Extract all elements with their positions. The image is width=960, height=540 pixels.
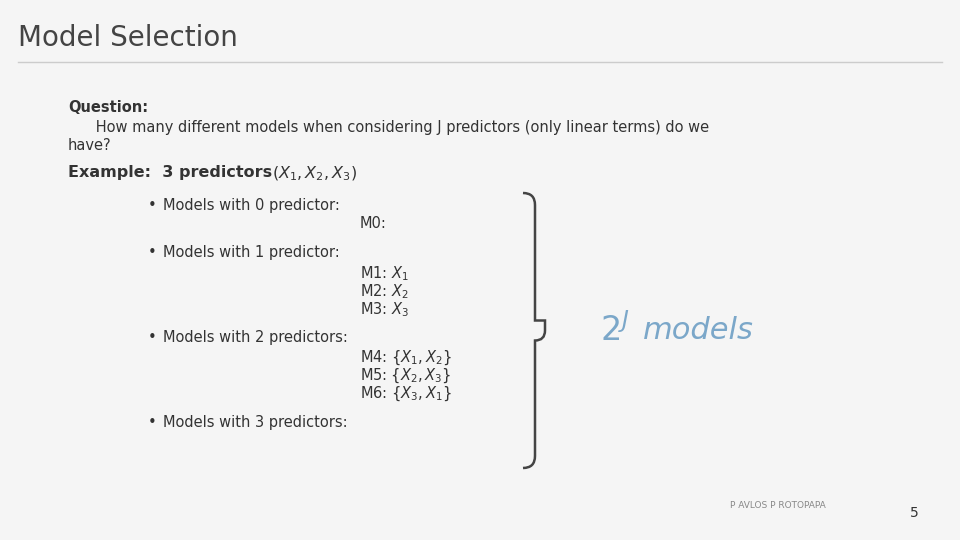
- Text: •: •: [148, 330, 156, 345]
- Text: How many different models when considering J predictors (only linear terms) do w: How many different models when consideri…: [68, 120, 709, 135]
- Text: Models with 3 predictors:: Models with 3 predictors:: [163, 415, 348, 430]
- Text: Model Selection: Model Selection: [18, 24, 238, 52]
- Text: M4: $\{X_1, X_2\}$: M4: $\{X_1, X_2\}$: [360, 349, 452, 367]
- Text: Models with 0 predictor:: Models with 0 predictor:: [163, 198, 340, 213]
- Text: M2: $X_2$: M2: $X_2$: [360, 282, 409, 301]
- Text: $(X_1, X_2, X_3)$: $(X_1, X_2, X_3)$: [272, 165, 357, 184]
- Text: Question:: Question:: [68, 100, 148, 115]
- Text: Models with 2 predictors:: Models with 2 predictors:: [163, 330, 348, 345]
- Text: M1: $X_1$: M1: $X_1$: [360, 264, 409, 283]
- Text: •: •: [148, 415, 156, 430]
- Text: 5: 5: [910, 506, 919, 520]
- Text: •: •: [148, 198, 156, 213]
- Text: Example:  3 predictors: Example: 3 predictors: [68, 165, 277, 180]
- Text: M6: $\{X_3, X_1\}$: M6: $\{X_3, X_1\}$: [360, 385, 452, 403]
- Text: P AVLOS P ROTOPAPA: P AVLOS P ROTOPAPA: [730, 501, 826, 510]
- Text: M5: $\{X_2, X_3\}$: M5: $\{X_2, X_3\}$: [360, 367, 451, 386]
- Text: M3: $X_3$: M3: $X_3$: [360, 300, 409, 319]
- Text: $2^J$: $2^J$: [600, 313, 630, 348]
- Text: •: •: [148, 245, 156, 260]
- Text: have?: have?: [68, 138, 111, 153]
- Text: M0:: M0:: [360, 216, 387, 231]
- Text: Models with 1 predictor:: Models with 1 predictor:: [163, 245, 340, 260]
- Text: models: models: [643, 316, 754, 345]
